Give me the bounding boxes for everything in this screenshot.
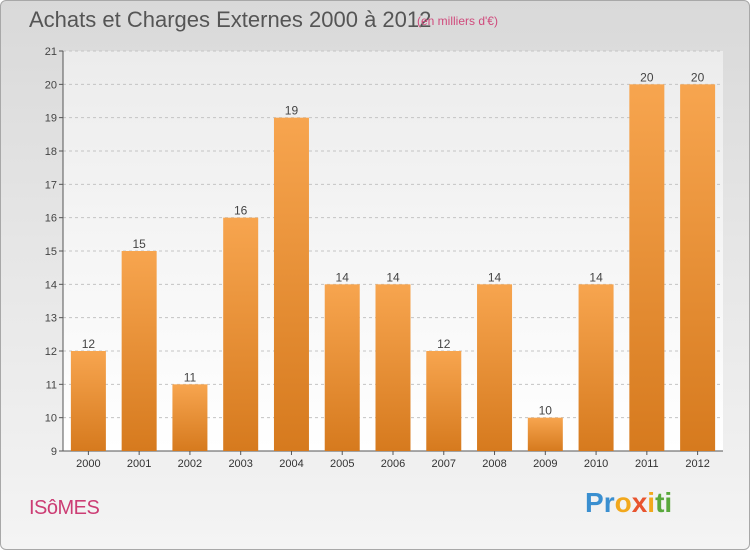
bar-2006 xyxy=(375,284,411,451)
bar-2011 xyxy=(629,84,665,451)
x-tick-label: 2002 xyxy=(178,458,202,470)
x-tick-label: 2008 xyxy=(482,458,506,470)
bar-2001 xyxy=(121,251,157,451)
x-tick-label: 2007 xyxy=(432,458,456,470)
logo-letter: x xyxy=(631,487,648,518)
x-tick-label: 2009 xyxy=(533,458,557,470)
bar-2012 xyxy=(680,84,716,451)
bar-2007 xyxy=(426,351,462,451)
y-tick-label: 17 xyxy=(45,179,57,191)
bars xyxy=(70,84,716,452)
bar-2003 xyxy=(223,217,259,451)
y-tick-label: 13 xyxy=(45,313,57,325)
data-label: 19 xyxy=(285,104,299,118)
data-label: 15 xyxy=(132,237,146,251)
logo-letter: o xyxy=(614,487,632,518)
y-tick-label: 15 xyxy=(45,246,57,258)
chart-title: Achats et Charges Externes 2000 à 2012 xyxy=(29,7,432,32)
data-labels: 12 15 11 16 19 14 14 12 14 10 14 20 20 xyxy=(82,70,705,417)
data-label: 14 xyxy=(488,270,502,284)
bar-2000 xyxy=(70,351,106,451)
y-tick-label: 11 xyxy=(46,379,57,391)
logo-letter: t xyxy=(655,487,665,518)
commune-name: ISôMES xyxy=(29,497,100,519)
bar-2009 xyxy=(527,417,563,451)
x-tick-label: 2006 xyxy=(381,458,405,470)
y-tick-label: 14 xyxy=(45,279,57,291)
data-label: 12 xyxy=(437,337,451,351)
data-label: 14 xyxy=(336,270,350,284)
data-label: 14 xyxy=(589,270,603,284)
proxiti-logo: Proxiti xyxy=(585,487,672,519)
data-label: 16 xyxy=(234,204,248,218)
logo-letter: i xyxy=(664,487,673,518)
bar-2010 xyxy=(578,284,614,451)
x-tick-label: 2004 xyxy=(279,458,303,470)
y-tick-label: 19 xyxy=(45,113,57,125)
chart-unit: (en milliers d'€) xyxy=(417,14,498,28)
y-tick-label: 12 xyxy=(45,346,57,358)
x-tick-label: 2001 xyxy=(127,458,151,470)
x-tick-label: 2000 xyxy=(76,458,100,470)
y-tick-label: 9 xyxy=(51,446,57,458)
y-tick-label: 10 xyxy=(45,413,57,425)
bar-2002 xyxy=(172,384,208,451)
bar-2005 xyxy=(324,284,360,451)
y-tick-labels: 9 10 11 12 13 14 15 16 17 18 19 20 21 xyxy=(45,46,63,458)
logo-letter: i xyxy=(647,487,656,518)
data-label: 10 xyxy=(539,404,553,418)
x-tick-label: 2010 xyxy=(584,458,608,470)
x-tick-labels: 2000 2001 2002 2003 2004 2005 2006 2007 2008 2009… xyxy=(76,451,710,470)
x-tick-label: 2003 xyxy=(228,458,252,470)
x-tick-label: 2012 xyxy=(685,458,709,470)
y-tick-label: 21 xyxy=(45,46,57,58)
data-label: 20 xyxy=(691,70,705,84)
y-tick-label: 18 xyxy=(45,146,57,158)
x-tick-label: 2011 xyxy=(635,458,659,470)
data-label: 14 xyxy=(386,270,400,284)
data-label: 11 xyxy=(184,370,197,384)
y-tick-label: 16 xyxy=(45,213,57,225)
bar-2004 xyxy=(273,117,309,452)
data-label: 20 xyxy=(640,70,654,84)
y-tick-label: 20 xyxy=(45,79,57,91)
logo-letter: P xyxy=(585,487,604,518)
x-tick-label: 2005 xyxy=(330,458,354,470)
bar-2008 xyxy=(477,284,513,451)
data-label: 12 xyxy=(82,337,96,351)
logo-letter: r xyxy=(603,487,615,518)
